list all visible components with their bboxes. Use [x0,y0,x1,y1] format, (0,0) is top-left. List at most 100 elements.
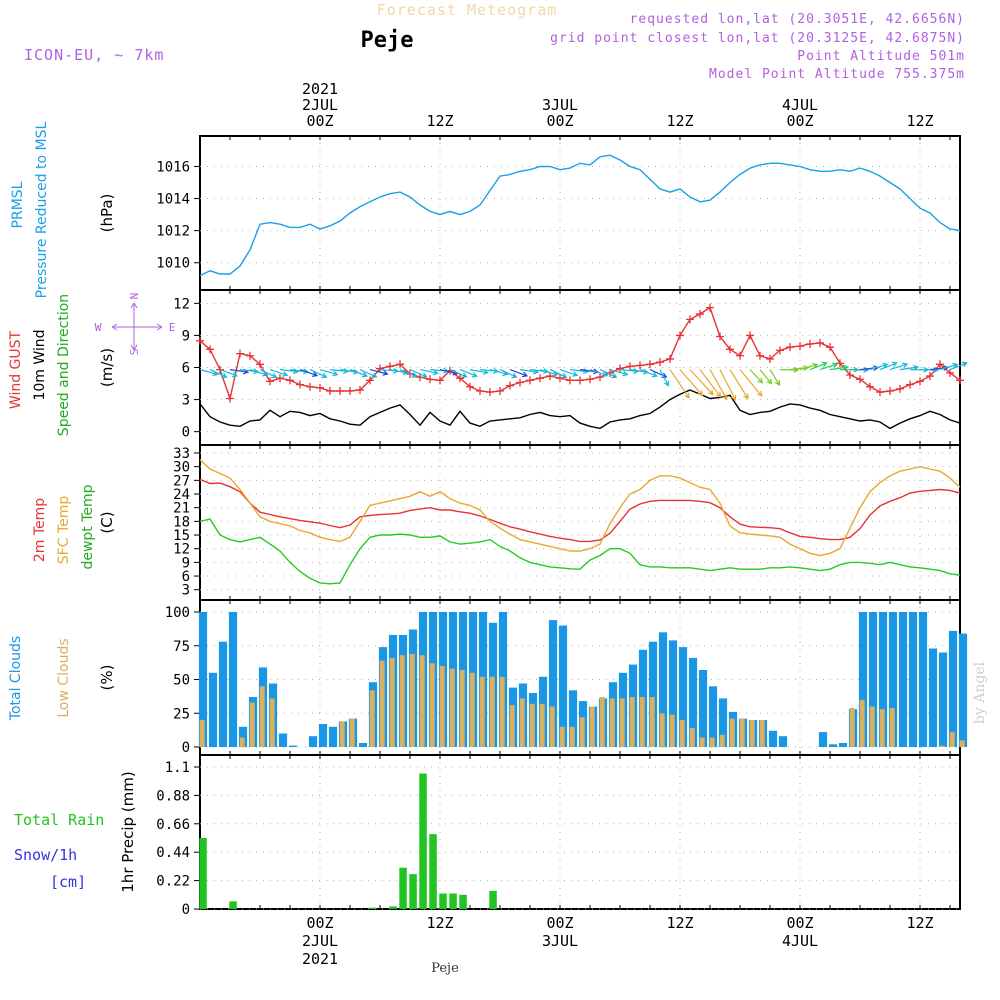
gust-marker [226,394,234,403]
top-time-label: 00Z [786,112,813,130]
credit-label: by Angel [972,661,988,724]
y-tick-label: 1016 [156,159,190,175]
gust-marker [876,388,884,397]
low-clouds-bar [639,697,645,747]
wind-direction-arrow [199,369,219,377]
total-clouds-bar [558,625,568,747]
gust-marker [636,361,644,370]
gust-marker [206,345,214,354]
y-tick-label: 0 [182,902,190,918]
gust-marker [836,359,844,368]
wind-direction-arrow [369,369,389,376]
total-rain-bar [399,867,407,909]
gust-marker [466,382,474,391]
wind-direction-arrow [679,369,704,397]
low-clouds-bar [419,655,425,747]
y-tick-label: 1012 [156,224,190,240]
wind-direction-arrow [759,369,773,385]
wind-direction-arrow [319,369,339,377]
low-clouds-bar [869,706,875,747]
bottom-time-label: 00Z [306,914,333,932]
y-tick-label: 100 [165,605,190,621]
low-clouds-bar [379,660,385,747]
total-rain-bar [389,906,397,909]
gust-marker [506,381,514,390]
temp2m-label: 2m Temp [32,498,48,562]
wind-direction-arrow [949,361,968,371]
wind-direction-arrow [939,362,959,371]
low-clouds-bar [739,718,745,747]
gust-marker [956,376,964,385]
series-line-10m-wind [199,389,961,430]
wind-direction-arrow [219,369,239,378]
gust-marker [396,360,404,369]
y-tick-label: 0.44 [156,845,190,861]
total-clouds-bar [668,640,678,747]
low-clouds-bar [949,732,955,747]
wind-direction-arrow [749,369,764,384]
gust-marker [296,380,304,389]
gust-marker [586,375,594,384]
low-clouds-label: Low Clouds [56,638,72,717]
y-tick-label: 18 [173,514,190,530]
gust-marker [286,376,294,385]
total-clouds-bar [828,744,838,747]
pressure-label-2: Pressure Reduced to MSL [34,121,50,298]
gust-marker [816,338,824,347]
total-clouds-bar [708,686,718,748]
total-rain-bar [429,834,437,909]
total-rain-bar [459,894,467,909]
wind-direction-arrow [589,369,609,377]
low-clouds-bar [939,745,945,747]
gust-marker [916,377,924,386]
total-clouds-bar [858,612,868,747]
wind-direction-arrow [349,369,368,378]
pressure-label: PRMSL [10,181,26,228]
footer-location: Peje [431,961,459,976]
gust-marker [386,362,394,371]
total-clouds-label: Total Clouds [8,636,24,721]
total-clouds-bar [568,690,578,747]
requested-location: requested lon,lat (20.3051E, 42.6656N) [630,12,965,27]
total-rain-bar [199,838,207,909]
series-line-dewpt-temp [199,518,961,585]
wind-direction-arrow [709,369,728,401]
wind-direction-arrow [209,369,228,379]
total-clouds-bar [918,612,928,747]
wind-label: 10m Wind [32,329,48,400]
total-clouds-bar [838,743,848,747]
gust-marker [866,382,874,391]
gust-marker [896,384,904,393]
pressure-panel: 1010 1012 1014 1016 [156,135,961,291]
total-rain-bar [229,901,237,909]
y-tick-label: 50 [173,673,190,689]
total-clouds-bar [278,733,288,747]
total-clouds-bar [868,612,878,747]
compass-rose: N W E S [95,293,176,356]
top-time-label: 4JUL [782,96,818,114]
low-clouds-bar [959,740,965,748]
low-clouds-bar [749,720,755,747]
panels: 1010101210141016036912369121518212427303… [156,135,968,918]
gust-marker [806,339,814,348]
gust-marker [306,382,314,391]
bottom-time-label: 12Z [906,914,933,932]
gust-marker [856,375,864,384]
wind-direction-arrow [659,369,670,387]
wind-direction-arrow [499,369,518,379]
low-clouds-bar [389,657,395,747]
compass-east: E [169,321,176,334]
low-clouds-bar [349,718,355,747]
top-time-label: 12Z [426,112,453,130]
low-clouds-bar [589,706,595,747]
low-clouds-bar [729,718,735,747]
total-rain-bar [419,773,427,909]
gust-marker [906,380,914,389]
bottom-time-label: 12Z [666,914,693,932]
wind-direction-arrow [249,369,269,377]
gust-marker [846,370,854,379]
compass-north: N [128,293,141,300]
low-clouds-bar [539,703,545,747]
wind-direction-arrow [489,369,509,377]
